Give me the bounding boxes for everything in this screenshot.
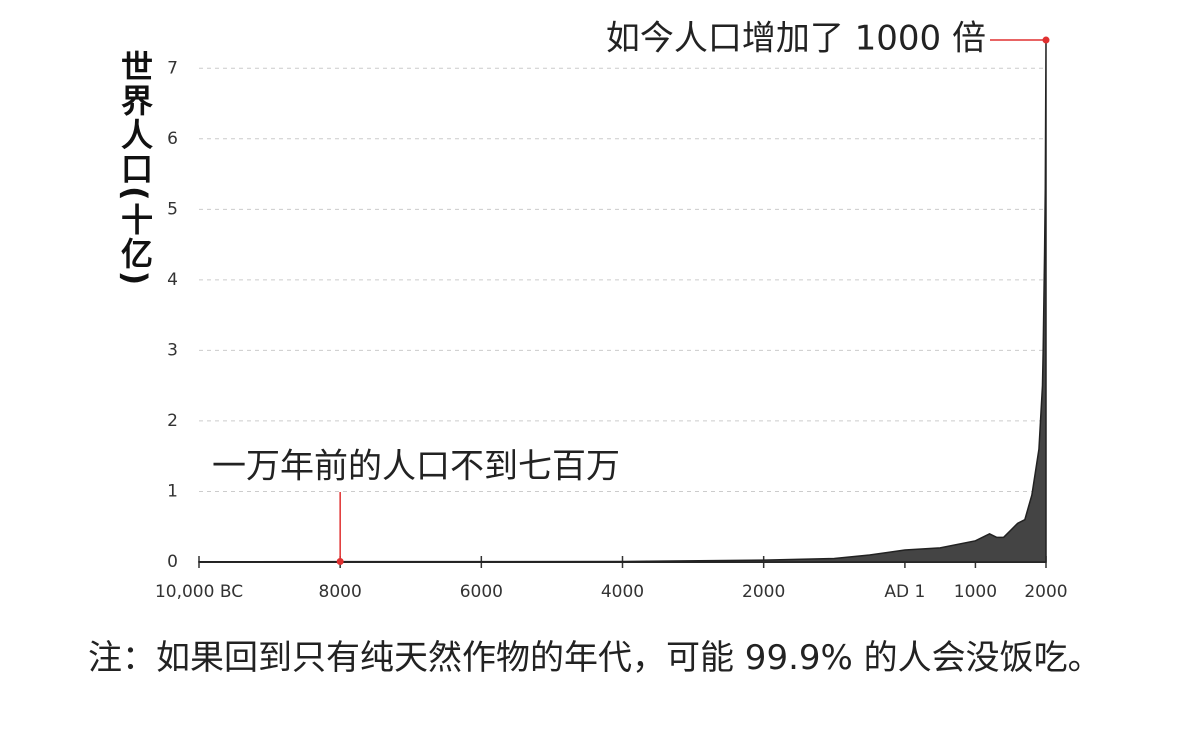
y-tick-label: 1 [167, 481, 178, 501]
area [198, 40, 1047, 563]
y-tick-label: 7 [167, 58, 178, 78]
y-tick-label: 2 [167, 411, 178, 431]
x-tick-label: 2000 [742, 582, 785, 602]
x-tick-label: 2000 [1024, 582, 1067, 602]
note: 注：如果回到只有纯天然作物的年代，可能 99.9% 的人会没饭吃。 [88, 638, 1102, 678]
annotation: 如今人口增加了 1000 倍 [606, 19, 986, 59]
x-tick-label: AD 1 [884, 582, 925, 602]
annotation: 一万年前的人口不到七百万 [212, 447, 620, 487]
x-tick-label: 6000 [460, 582, 503, 602]
annotation-point [336, 558, 344, 566]
y-tick-label: 6 [167, 129, 178, 149]
y-tick-label: 5 [167, 199, 178, 219]
y-axis-label: 世界人口(十亿) [116, 50, 154, 288]
y-tick-label: 3 [167, 340, 178, 360]
x-tick-label: 1000 [954, 582, 997, 602]
y-tick-label: 4 [167, 270, 178, 290]
annotation-point [1042, 36, 1050, 44]
x-tick-label: 10,000 BC [155, 582, 243, 602]
x-tick-label: 8000 [319, 582, 362, 602]
x-tick-label: 4000 [601, 582, 644, 602]
y-tick-label: 0 [167, 552, 178, 572]
